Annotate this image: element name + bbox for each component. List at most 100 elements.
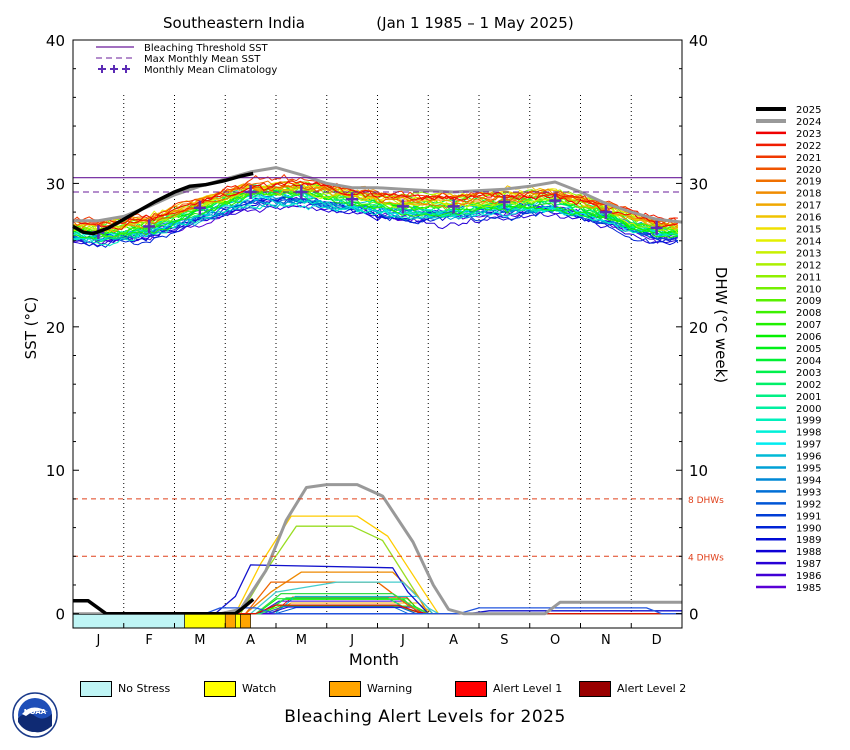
year-legend-label-2019: 2019 (796, 177, 821, 188)
year-legend-label-1991: 1991 (796, 511, 821, 522)
year-legend-label-2006: 2006 (796, 332, 821, 343)
month-label: J (400, 633, 405, 648)
climatology-mark (650, 220, 663, 235)
year-legend-label-1985: 1985 (796, 583, 821, 594)
climatology-mark (599, 205, 612, 220)
dhw-ref-label-4: 4 DHWs (688, 553, 724, 563)
year-legend-label-2012: 2012 (796, 260, 821, 271)
year-legend-label-1989: 1989 (796, 535, 821, 546)
alert-swatch-alert-1 (455, 681, 487, 697)
alert-swatch-no-stress (80, 681, 112, 697)
inner-legend-cross (122, 65, 130, 73)
sst-line-2021 (72, 173, 679, 225)
y-tick-label-right: 10 (689, 462, 708, 480)
y-tick-label: 10 (46, 462, 65, 480)
alert-label-watch: Watch (242, 682, 277, 695)
sst-line-2023 (72, 181, 679, 230)
year-legend-label-2021: 2021 (796, 153, 821, 164)
y-tick-label: 40 (46, 32, 65, 50)
climatology-mark (396, 199, 409, 214)
year-legend-label-2009: 2009 (796, 296, 821, 307)
year-legend-label-2010: 2010 (796, 284, 821, 295)
y-tick-label: 30 (46, 175, 65, 193)
month-label: D (652, 633, 662, 648)
year-legend-label-1997: 1997 (796, 440, 821, 451)
year-legend-label-2002: 2002 (796, 380, 821, 391)
climatology-mark (143, 219, 156, 234)
year-legend-label-2014: 2014 (796, 236, 821, 247)
alert-label-warning: Warning (367, 682, 413, 695)
inner-legend-cross (110, 65, 118, 73)
climatology-mark (244, 185, 257, 200)
y-axis-label-right: DHW (°C week) (712, 267, 730, 383)
dhw-line-2016 (73, 515, 682, 615)
sst-line-2018 (72, 184, 679, 229)
year-legend-label-2007: 2007 (796, 320, 821, 331)
sst-line-2024 (73, 166, 683, 224)
year-legend-label-2017: 2017 (796, 201, 821, 212)
year-legend-label-1993: 1993 (796, 487, 821, 498)
climatology-mark (498, 195, 511, 210)
dhw-line-2025 (73, 597, 255, 616)
year-legend-label-1988: 1988 (796, 547, 821, 558)
y-tick-label-right: 20 (689, 319, 708, 337)
y-tick-label-right: 40 (689, 32, 708, 50)
year-legend-label-1995: 1995 (796, 464, 821, 475)
footer-title: Bleaching Alert Levels for 2025 (284, 707, 566, 727)
climatology-mark (295, 185, 308, 200)
year-legend-label-2001: 2001 (796, 392, 821, 403)
sst-dhw-chart: Southeastern India (Jan 1 1985 – 1 May 2… (22, 14, 821, 669)
y-tick-label: 20 (46, 319, 65, 337)
dhw-line-1991 (73, 607, 682, 615)
inner-legend-cross (98, 65, 106, 73)
month-label: M (194, 633, 205, 648)
alert-strip-warning (240, 614, 251, 629)
alert-strip-warning (224, 614, 236, 629)
noaa-logo-text: NOAA (24, 708, 47, 716)
inner-legend-label: Bleaching Threshold SST (144, 43, 269, 54)
year-legend-label-1986: 1986 (796, 571, 821, 582)
year-legend-label-2005: 2005 (796, 344, 821, 355)
sst-line-2020 (72, 184, 679, 227)
year-legend-label-2011: 2011 (796, 272, 821, 283)
y-tick-label-right: 0 (689, 606, 699, 624)
alert-strip-no_stress (72, 614, 185, 629)
y-axis-label-left: SST (°C) (22, 297, 40, 360)
dhw-line-2024 (73, 483, 682, 616)
year-legend-label-2020: 2020 (796, 165, 821, 176)
sst-line-1990 (72, 197, 679, 248)
sst-line-2025 (72, 171, 254, 236)
sst-line-2017 (72, 183, 679, 236)
month-label: O (550, 633, 560, 648)
year-legend-label-2000: 2000 (796, 404, 821, 415)
alert-swatch-warning (329, 681, 361, 697)
year-legend-label-2018: 2018 (796, 189, 821, 200)
alert-label-alert-2: Alert Level 2 (617, 682, 687, 695)
dhw-line-2019 (73, 571, 682, 615)
year-legend-label-2013: 2013 (796, 248, 821, 259)
alert-strip-watch (184, 614, 226, 629)
year-legend-label-2025: 2025 (796, 105, 821, 116)
noaa-logo-icon: NOAA (12, 692, 58, 738)
month-label: J (349, 633, 354, 648)
climatology-mark (193, 200, 206, 215)
year-legend-label-2008: 2008 (796, 308, 821, 319)
month-label: M (296, 633, 307, 648)
year-legend-label-1999: 1999 (796, 416, 821, 427)
year-legend-label-1998: 1998 (796, 428, 821, 439)
y-tick-label-right: 30 (689, 175, 708, 193)
alert-swatch-alert-2 (579, 681, 611, 697)
alert-strip-watch (235, 614, 241, 629)
year-legend-label-1987: 1987 (796, 559, 821, 570)
climatology-mark (447, 199, 460, 214)
alert-label-no-stress: No Stress (118, 682, 171, 695)
inner-legend-label: Max Monthly Mean SST (144, 54, 261, 65)
month-label: S (500, 633, 508, 648)
sst-line-1999 (72, 199, 679, 247)
x-axis-label: Month (349, 650, 399, 669)
alert-label-alert-1: Alert Level 1 (493, 682, 563, 695)
alert-level-legend: No Stress Watch Warning Alert Level 1 Al… (0, 678, 850, 700)
year-legend-label-1996: 1996 (796, 452, 821, 463)
year-legend-label-2016: 2016 (796, 213, 821, 224)
